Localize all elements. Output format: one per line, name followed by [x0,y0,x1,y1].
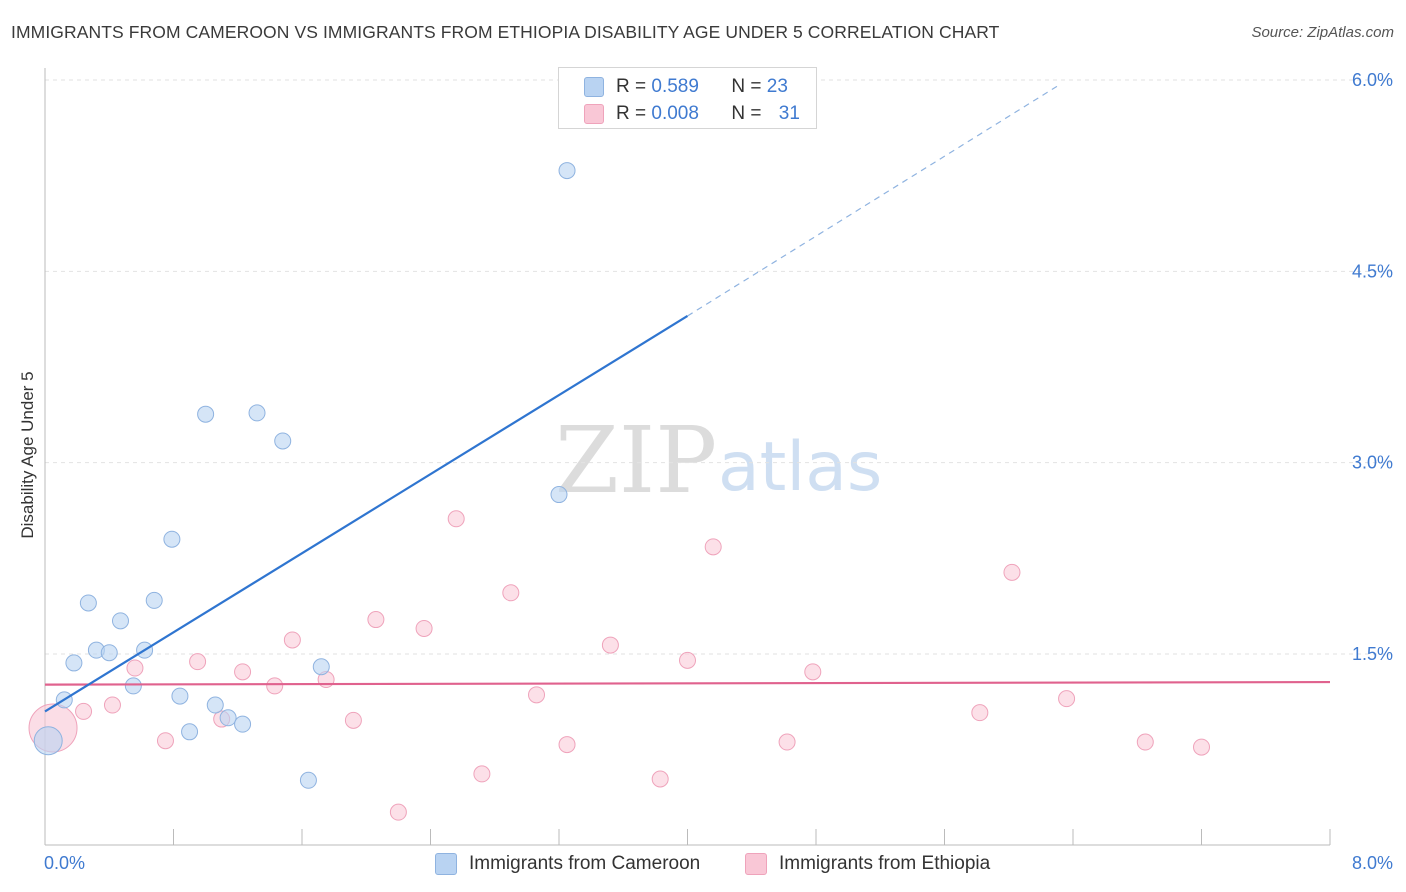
cameroon-point [163,530,181,548]
cameroon-point [248,404,266,422]
legend-row-ethiopia: R = 0.008 N = 31 [584,103,800,125]
r-label: R = [616,103,652,124]
ethiopia-legend-label: Immigrants from Ethiopia [779,853,991,874]
cameroon-point [65,654,83,672]
ethiopia-point [679,651,696,669]
cameroon-point [171,687,189,705]
ethiopia-point [528,686,546,704]
cameroon-trend-line [44,315,689,713]
ethiopia-swatch [584,104,604,124]
x-tick-label-min: 0.0% [44,853,85,873]
ethiopia-legend-swatch [745,853,767,875]
ethiopia-point [601,636,619,654]
n-label: N = [731,76,767,97]
ethiopia-point [266,677,284,695]
cameroon-point [33,726,63,756]
x-tick-label-max: 8.0% [1352,853,1393,873]
cameroon-point [124,677,142,695]
y-axis-label: Disability Age Under 5 [18,371,37,539]
ethiopia-point [367,611,385,629]
ethiopia-point [344,711,362,729]
bottom-legend-ethiopia: Immigrants from Ethiopia [745,852,990,876]
ethiopia-point [473,765,491,783]
ethiopia-point [1058,690,1076,708]
ethiopia-point [283,631,301,649]
cameroon-point [219,709,237,727]
cameroon-swatch [584,77,604,97]
cameroon-point [299,771,317,789]
cameroon-point [197,405,215,423]
ethiopia-point [447,510,465,528]
cameroon-point [79,594,97,612]
r-value-cameroon: 0.589 [651,76,699,97]
n-value-cameroon: 23 [766,76,788,97]
ethiopia-point [189,653,207,671]
ethiopia-point [103,696,121,714]
cameroon-point [145,591,163,609]
cameroon-point [550,486,568,504]
ethiopia-point [75,702,93,720]
watermark-zip: ZIP [555,407,717,514]
ethiopia-point [971,704,989,722]
ethiopia-trend-line [44,680,1331,686]
y-tick-label: 3.0% [1352,453,1393,473]
cameroon-point [558,162,576,180]
bottom-legend-cameroon: Immigrants from Cameroon [435,852,700,876]
n-value-ethiopia: 31 [778,103,800,124]
ethiopia-point [1003,563,1021,581]
y-tick-label: 1.5% [1352,644,1393,664]
ethiopia-point [704,538,722,556]
cameroon-point [274,432,292,450]
n-label: N = [731,103,767,124]
ethiopia-point [415,619,433,637]
ethiopia-point [389,803,407,821]
ethiopia-point [1193,738,1210,756]
r-value-ethiopia: 0.008 [651,103,699,124]
cameroon-point [312,658,330,676]
cameroon-legend-swatch [435,853,457,875]
r-label: R = [616,76,652,97]
ethiopia-point [502,584,520,602]
ethiopia-point [1136,733,1154,751]
ethiopia-point [558,736,576,754]
ethiopia-point [234,663,252,681]
source-credit: Source: ZipAtlas.com [1251,24,1394,41]
cameroon-point [100,644,118,662]
cameroon-legend-label: Immigrants from Cameroon [469,853,701,874]
ethiopia-point [126,659,144,677]
cameroon-point [234,715,252,733]
y-tick-label: 4.5% [1352,261,1393,281]
ethiopia-point [651,770,669,788]
y-tick-label: 6.0% [1352,70,1393,90]
ethiopia-point [778,733,796,751]
cameroon-point [206,696,224,714]
ethiopia-point [156,732,174,750]
cameroon-point [181,723,199,741]
legend-row-cameroon: R = 0.589 N = 23 [584,76,788,98]
correlation-legend: R = 0.589 N = 23 R = 0.008 N = 31 [558,67,817,129]
ethiopia-point [804,663,822,681]
cameroon-point [111,612,129,630]
chart-title: IMMIGRANTS FROM CAMEROON VS IMMIGRANTS F… [11,22,1000,42]
watermark-atlas: atlas [718,428,882,507]
